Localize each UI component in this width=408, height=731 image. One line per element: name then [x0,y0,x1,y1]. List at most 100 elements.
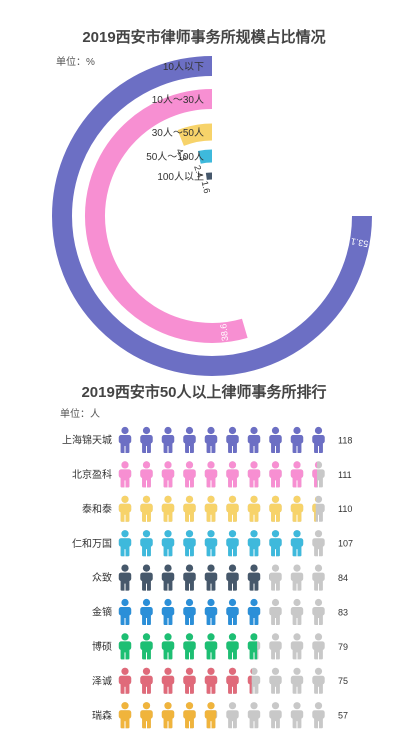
person-icon [118,495,132,523]
person-icon [183,633,196,660]
person-icon [290,564,304,592]
person-icon [247,530,261,557]
person-icon [312,461,325,488]
value-label: 1.6 [200,180,213,194]
person-icon [161,426,175,454]
person-icon [161,564,175,592]
category-label: 博硕 [92,640,112,653]
person-icon [140,495,153,523]
person-icon [269,564,282,592]
person-icon [290,702,304,729]
person-icon [183,667,196,695]
value-label: 53.1 [350,236,369,249]
person-icon [290,667,304,695]
person-icon [118,598,132,626]
person-icon [118,667,132,695]
category-label: 北京盈科 [72,468,112,481]
value-label: 111 [338,470,352,480]
person-icon [247,461,261,488]
person-icon [269,667,282,695]
person-icon [312,702,325,729]
person-icon [140,633,153,660]
person-icon [226,564,239,592]
category-label: 30人～50人 [152,127,204,139]
person-icon [204,426,218,454]
person-icon [312,598,325,626]
person-icon [269,426,282,454]
person-icon [290,530,304,557]
person-icon [161,598,175,626]
category-label: 众致 [92,571,112,584]
person-icon [312,564,325,592]
person-icon [183,495,196,523]
person-icon [312,667,325,695]
person-icon [290,426,304,454]
person-icon [226,461,239,488]
person-icon [204,598,218,626]
person-icon [183,598,196,626]
category-label: 上海锦天城 [62,434,112,447]
person-icon [226,667,239,695]
person-icon [183,530,196,557]
person-icon [226,702,239,729]
person-icon [204,495,218,523]
person-icon [269,598,282,626]
value-label: 79 [338,642,348,652]
category-label: 泰和泰 [82,502,112,515]
person-icon [140,564,153,592]
person-icon [312,633,325,660]
category-label: 泽诚 [92,675,112,687]
person-icon [312,495,325,523]
person-icon [204,633,218,660]
category-label: 金镝 [92,606,112,619]
radial-bar-chart: 10人以下53.110人～30人38.630人～50人4.350人～100人2.… [52,56,372,376]
person-icon [226,633,239,660]
person-icon [161,530,175,557]
pictogram-chart-title: 2019西安市50人以上律师事务所排行 [81,384,327,401]
person-icon [183,564,196,592]
value-label: 83 [338,607,348,617]
person-icon [226,598,239,626]
radial-chart-title: 2019西安市律师事务所规模占比情况 [82,29,326,46]
category-label: 瑞森 [92,709,112,722]
person-icon [204,461,218,488]
person-icon [247,495,261,523]
person-icon [140,461,153,488]
person-icon [140,702,153,729]
pictogram-chart-unit: 单位：人 [60,409,100,420]
person-icon [290,598,304,626]
person-icon [269,633,282,660]
value-label: 110 [338,504,352,514]
person-icon [290,495,304,523]
person-icon [183,426,196,454]
person-icon [118,633,132,660]
person-icon [269,461,282,488]
person-icon [118,702,132,729]
person-icon [204,564,218,592]
person-icon [161,461,175,488]
radial-bar [177,123,213,147]
person-icon [118,426,132,454]
person-icon [204,702,218,729]
person-icon [226,495,239,523]
person-icon [140,530,153,557]
category-label: 10人～30人 [152,94,204,106]
person-icon [161,667,175,695]
radial-bar [197,149,213,164]
person-icon [312,530,325,557]
person-icon [247,598,261,626]
person-icon [118,461,132,488]
person-icon [161,702,175,729]
category-label: 100人以上 [157,171,204,183]
person-icon [118,564,132,592]
person-icon [312,426,325,454]
person-icon [269,495,282,523]
person-icon [247,633,261,660]
value-label: 57 [338,711,348,721]
person-icon [247,667,261,695]
person-icon [226,426,239,454]
value-label: 118 [338,435,352,445]
radial-chart-unit: 单位：% [56,57,95,68]
person-icon [140,667,153,695]
